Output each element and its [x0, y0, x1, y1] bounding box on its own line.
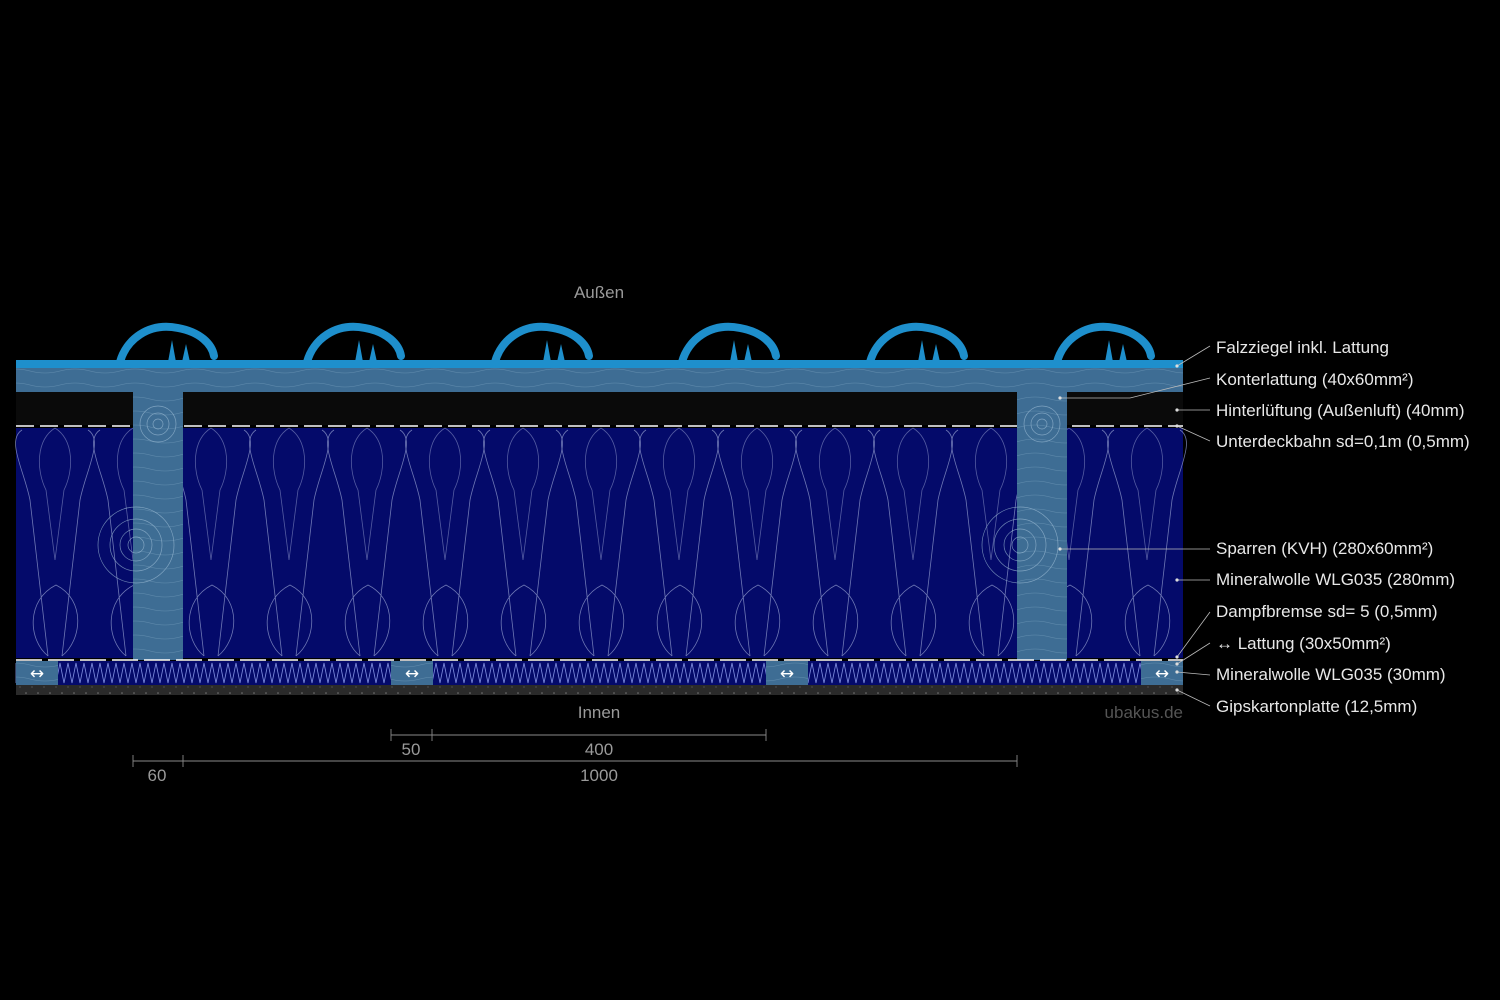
insulation-loop — [15, 429, 95, 657]
lath: ↔ — [766, 661, 808, 685]
insulation-loop-inner — [506, 427, 540, 561]
dim-rafter-spacing: 1000 — [580, 766, 618, 785]
label-mineralwolle-30: Mineralwolle WLG035 (30mm) — [1216, 665, 1446, 684]
insulation-loop — [561, 429, 641, 657]
insulation-loop-inner — [38, 427, 72, 561]
insulation-pattern — [15, 427, 1187, 657]
tile-hump — [866, 322, 968, 366]
insulation-loop — [483, 429, 563, 657]
dim-rafter-width: 60 — [148, 766, 167, 785]
lath-arrow-icon: ↔ — [405, 664, 419, 684]
tile-hump — [116, 322, 218, 366]
tile-hump — [678, 322, 780, 366]
watermark: ubakus.de — [1105, 703, 1183, 722]
roof-tiles — [16, 322, 1183, 372]
insulation-loop-inner — [272, 427, 306, 561]
label-sparren: Sparren (KVH) (280x60mm²) — [1216, 539, 1433, 558]
insulation-zigzag — [15, 662, 1181, 684]
insulation-loop-inner — [740, 427, 774, 561]
tile-band — [16, 360, 1183, 368]
insulation-loop-inner — [194, 427, 228, 561]
leader-lines — [1058, 345, 1211, 707]
lath: ↔ — [391, 661, 433, 685]
insulation-loop-inner — [974, 427, 1008, 561]
tile-hump — [1053, 322, 1155, 366]
insulation-loop — [873, 429, 953, 657]
laths: ↔ ↔ ↔ ↔ — [16, 661, 1183, 685]
dimension-lines — [132, 729, 1018, 767]
insulation-loop — [1107, 429, 1187, 657]
rafter-right — [981, 392, 1067, 660]
label-unterdeckbahn: Unterdeckbahn sd=0,1m (0,5mm) — [1216, 432, 1470, 451]
label-hinterlueftung: Hinterlüftung (Außenluft) (40mm) — [1216, 401, 1464, 420]
insulation-loop — [717, 429, 797, 657]
lath: ↔ — [16, 661, 58, 685]
label-gipskarton: Gipskartonplatte (12,5mm) — [1216, 697, 1417, 716]
label-falzziegel: Falzziegel inkl. Lattung — [1216, 338, 1389, 357]
tile-hump — [491, 322, 593, 366]
insulation-loop-inner — [818, 427, 852, 561]
dim-lath-width: 50 — [402, 740, 421, 759]
lath-arrow-icon: ↔ — [1155, 664, 1169, 684]
lath-arrow-icon: ↔ — [780, 664, 794, 684]
insulation-loop — [795, 429, 875, 657]
label-dampfbremse: Dampfbremse sd= 5 (0,5mm) — [1216, 602, 1438, 621]
insulation-loop-inner — [662, 427, 696, 561]
lath-arrow-icon: ↔ — [30, 664, 44, 684]
dim-lath-spacing: 400 — [585, 740, 613, 759]
insulation-loop — [405, 429, 485, 657]
insulation-loop-inner — [350, 427, 384, 561]
insulation-loop-inner — [896, 427, 930, 561]
ventilation-gap — [16, 392, 1183, 425]
insulation-loop — [249, 429, 329, 657]
insulation-loop — [639, 429, 719, 657]
tile-hump — [303, 322, 405, 366]
inside-label: Innen — [578, 703, 621, 722]
outside-label: Außen — [574, 283, 624, 302]
insulation-loop-inner — [1130, 427, 1164, 561]
label-mineralwolle-280: Mineralwolle WLG035 (280mm) — [1216, 570, 1455, 589]
gypsum-texture — [16, 685, 1183, 695]
counter-batten-grain — [16, 368, 1183, 392]
insulation-loop-inner — [584, 427, 618, 561]
label-lattung: ↔ Lattung (30x50mm²) — [1216, 634, 1391, 653]
insulation-loop — [327, 429, 407, 657]
rafter-left — [97, 392, 183, 660]
label-konterlattung: Konterlattung (40x60mm²) — [1216, 370, 1413, 389]
insulation-loop-inner — [428, 427, 462, 561]
